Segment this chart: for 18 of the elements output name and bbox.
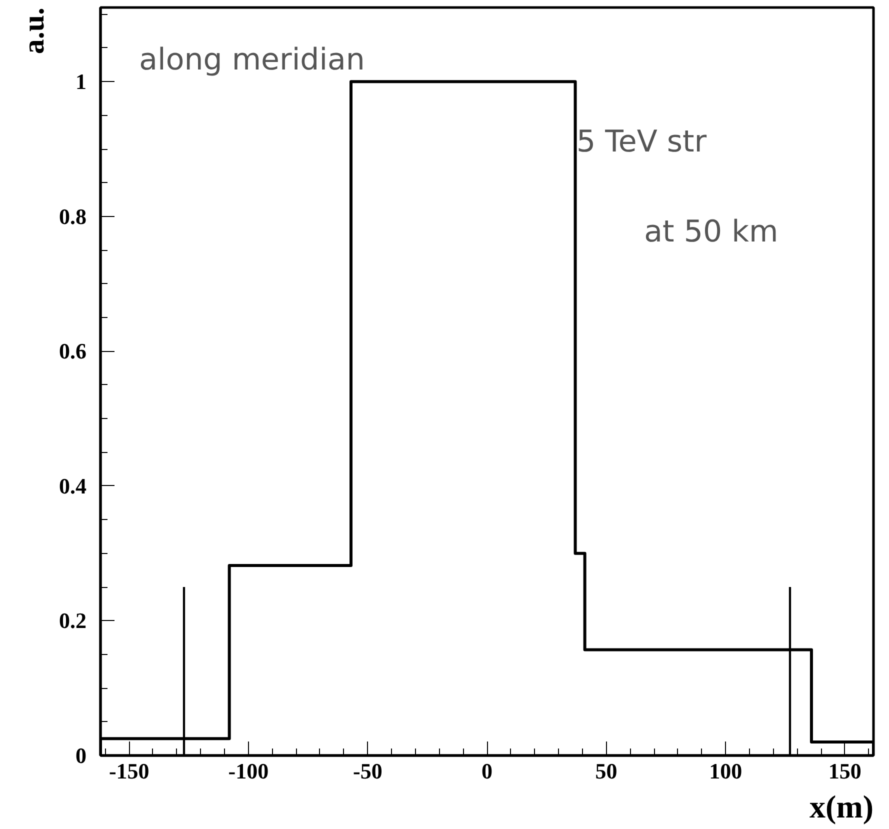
y-tick-label: 0.6 bbox=[59, 338, 86, 364]
annotation: 5 TeV str bbox=[576, 124, 708, 160]
x-tick-label: 100 bbox=[709, 758, 742, 784]
y-tick-label: 0.4 bbox=[59, 473, 86, 498]
x-tick-label: -150 bbox=[108, 758, 150, 784]
x-tick-label: -50 bbox=[353, 758, 382, 784]
annotation: along meridian bbox=[139, 42, 365, 78]
x-tick-label: -100 bbox=[228, 758, 269, 784]
y-tick-label: 0 bbox=[76, 743, 86, 768]
x-tick-label: 50 bbox=[595, 758, 618, 784]
y-axis-title: a.u. bbox=[18, 7, 50, 54]
x-tick-label: 150 bbox=[828, 758, 862, 784]
y-tick-label: 0.8 bbox=[59, 204, 86, 229]
x-axis-title: x(m) bbox=[810, 788, 874, 824]
annotation: at 50 km bbox=[644, 214, 778, 250]
y-tick-label: 0.2 bbox=[59, 608, 86, 634]
y-tick-label: 1 bbox=[76, 69, 86, 94]
x-tick-label: 0 bbox=[482, 758, 492, 784]
